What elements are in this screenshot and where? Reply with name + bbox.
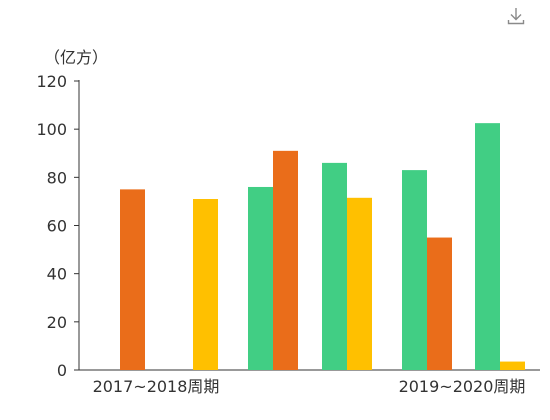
y-tick-label: 60 bbox=[47, 217, 67, 236]
bar bbox=[427, 237, 452, 370]
y-tick-label: 120 bbox=[36, 72, 67, 91]
y-tick-label: 20 bbox=[47, 313, 67, 332]
y-unit-label: （亿方） bbox=[44, 48, 109, 67]
bar bbox=[120, 189, 145, 370]
download-button[interactable] bbox=[504, 4, 528, 28]
y-tick-label: 40 bbox=[47, 265, 67, 284]
x-label: 2019~2020周期 bbox=[399, 377, 526, 396]
bar bbox=[475, 123, 500, 370]
bar bbox=[193, 199, 218, 370]
bar bbox=[322, 162, 347, 370]
bar bbox=[248, 186, 273, 370]
bar bbox=[347, 197, 372, 370]
download-icon bbox=[507, 8, 525, 25]
x-label: 2017~2018周期 bbox=[93, 377, 220, 396]
bar bbox=[500, 361, 525, 370]
y-tick-label: 80 bbox=[47, 168, 67, 187]
y-tick-label: 100 bbox=[36, 120, 67, 139]
y-tick-label: 0 bbox=[57, 361, 67, 380]
bar bbox=[273, 150, 298, 370]
bar bbox=[402, 170, 427, 370]
